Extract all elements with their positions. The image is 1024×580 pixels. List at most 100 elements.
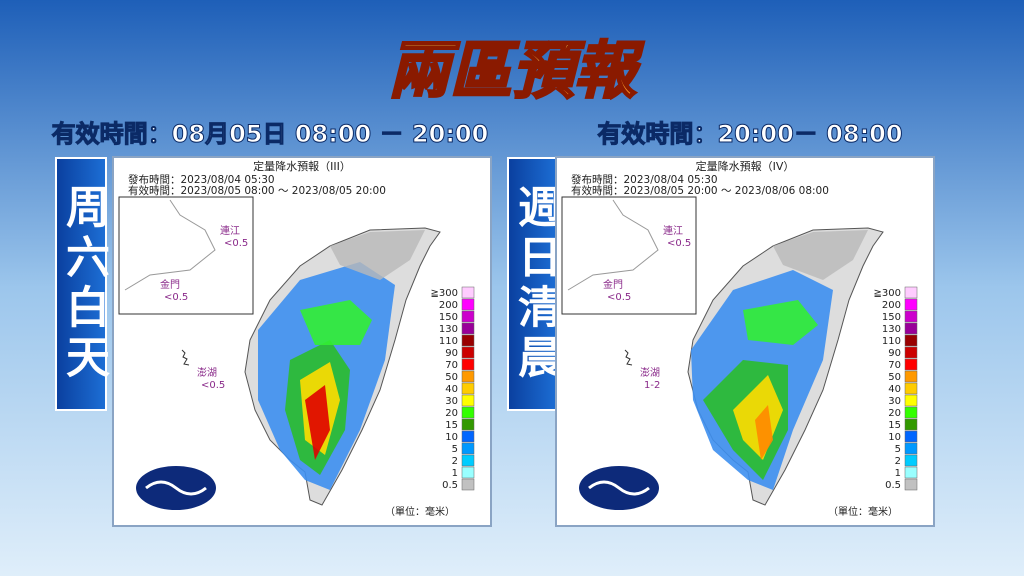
legend-label: 110	[882, 336, 901, 347]
validity-time: 有效時間：08月05日 08:00 － 20:00	[52, 120, 489, 148]
panel: 有效時間：08月05日 08:00 － 20:00 周六白天 定量降水預報（III）…	[51, 120, 492, 527]
side-label-box	[55, 157, 107, 411]
legend-label: 90	[445, 348, 458, 359]
map-title: 定量降水預報（IV）	[696, 159, 795, 173]
logo-swirl	[145, 480, 207, 496]
rain-area	[305, 385, 330, 460]
legend-label: 70	[888, 360, 901, 371]
legend-swatch	[904, 406, 918, 419]
legend-swatch	[461, 418, 475, 431]
legend-swatch	[904, 394, 918, 407]
rain-area	[300, 300, 372, 345]
island-name: 金門	[603, 278, 623, 291]
legend-label: 130	[882, 324, 901, 335]
penghu	[624, 349, 633, 366]
legend-swatch	[904, 358, 918, 371]
legend-swatch	[904, 286, 918, 299]
island-value: <0.5	[607, 292, 631, 303]
validity-time: 有效時間：20:00－ 08:00	[597, 120, 902, 148]
legend-swatch	[461, 346, 475, 359]
legend-label: 15	[445, 420, 458, 431]
legend-swatch	[461, 430, 475, 443]
legend-label: 40	[888, 384, 901, 395]
island-value: <0.5	[164, 292, 188, 303]
legend-label: 30	[445, 396, 458, 407]
legend-swatch	[904, 454, 918, 467]
legend-label: 1	[895, 468, 901, 479]
legend-swatch	[461, 370, 475, 383]
legend-label: 150	[439, 312, 458, 323]
island-name: 澎湖	[640, 367, 660, 379]
legend-label: 70	[445, 360, 458, 371]
legend-swatch	[461, 286, 475, 299]
legend-label: 150	[882, 312, 901, 323]
legend-label: 2	[895, 456, 901, 467]
unit-label: （單位：毫米）	[385, 505, 455, 518]
legend-swatch	[461, 310, 475, 323]
legend-label: 10	[888, 432, 901, 443]
legend-label: 5	[895, 444, 901, 455]
legend-label: ≧300	[874, 288, 901, 299]
legend-swatch	[461, 478, 475, 491]
island-name: 澎湖	[197, 367, 217, 379]
legend-label: 20	[888, 408, 901, 419]
unit-label: （單位：毫米）	[828, 505, 898, 518]
legend-label: 2	[452, 456, 458, 467]
legend-label: 50	[888, 372, 901, 383]
island-value: <0.5	[224, 238, 248, 249]
island-name: 金門	[160, 278, 180, 291]
legend-label: 110	[439, 336, 458, 347]
legend-label: 200	[882, 300, 901, 311]
legend-label: 20	[445, 408, 458, 419]
issued-time: 發布時間：2023/08/04 05:30	[571, 173, 718, 186]
legend-label: 0.5	[442, 480, 458, 491]
legend-swatch	[904, 322, 918, 335]
legend-label: ≧300	[431, 288, 458, 299]
legend-label: 90	[888, 348, 901, 359]
valid-time: 有效時間：2023/08/05 08:00 ～ 2023/08/05 20:00	[128, 184, 386, 197]
legend-swatch	[461, 334, 475, 347]
legend-swatch	[904, 418, 918, 431]
legend-swatch	[904, 466, 918, 479]
legend-swatch	[461, 358, 475, 371]
legend-swatch	[461, 394, 475, 407]
rain-area	[743, 300, 818, 345]
island-value: <0.5	[201, 380, 225, 391]
legend-label: 10	[445, 432, 458, 443]
legend-label: 130	[439, 324, 458, 335]
legend-swatch	[461, 298, 475, 311]
north-gray	[773, 230, 868, 280]
legend-swatch	[461, 322, 475, 335]
side-label-box	[507, 157, 559, 411]
island-name: 連江	[220, 224, 240, 237]
legend-swatch	[904, 310, 918, 323]
panel: 有效時間：20:00－ 08:00 週日清晨 定量降水預報（IV）發布時間：2023…	[507, 120, 935, 527]
legend-swatch	[461, 406, 475, 419]
legend-swatch	[904, 346, 918, 359]
map-title: 定量降水預報（III）	[253, 159, 351, 173]
legend-label: 5	[452, 444, 458, 455]
title: 兩區預報	[388, 34, 644, 107]
issued-time: 發布時間：2023/08/04 05:30	[128, 173, 275, 186]
inset-box	[561, 196, 697, 315]
island-value: <0.5	[667, 238, 691, 249]
legend-label: 200	[439, 300, 458, 311]
legend-swatch	[904, 370, 918, 383]
island-value: 1-2	[644, 380, 660, 391]
legend-swatch	[904, 430, 918, 443]
legend-swatch	[461, 466, 475, 479]
legend-swatch	[461, 454, 475, 467]
logo-swirl	[588, 480, 650, 496]
legend-label: 15	[888, 420, 901, 431]
legend-label: 1	[452, 468, 458, 479]
island-name: 連江	[663, 224, 683, 237]
legend-label: 0.5	[885, 480, 901, 491]
legend-swatch	[461, 382, 475, 395]
legend-swatch	[904, 334, 918, 347]
rain-area	[755, 405, 773, 460]
side-label: 周六白天	[58, 184, 110, 384]
legend-label: 30	[888, 396, 901, 407]
inset-box	[118, 196, 254, 315]
